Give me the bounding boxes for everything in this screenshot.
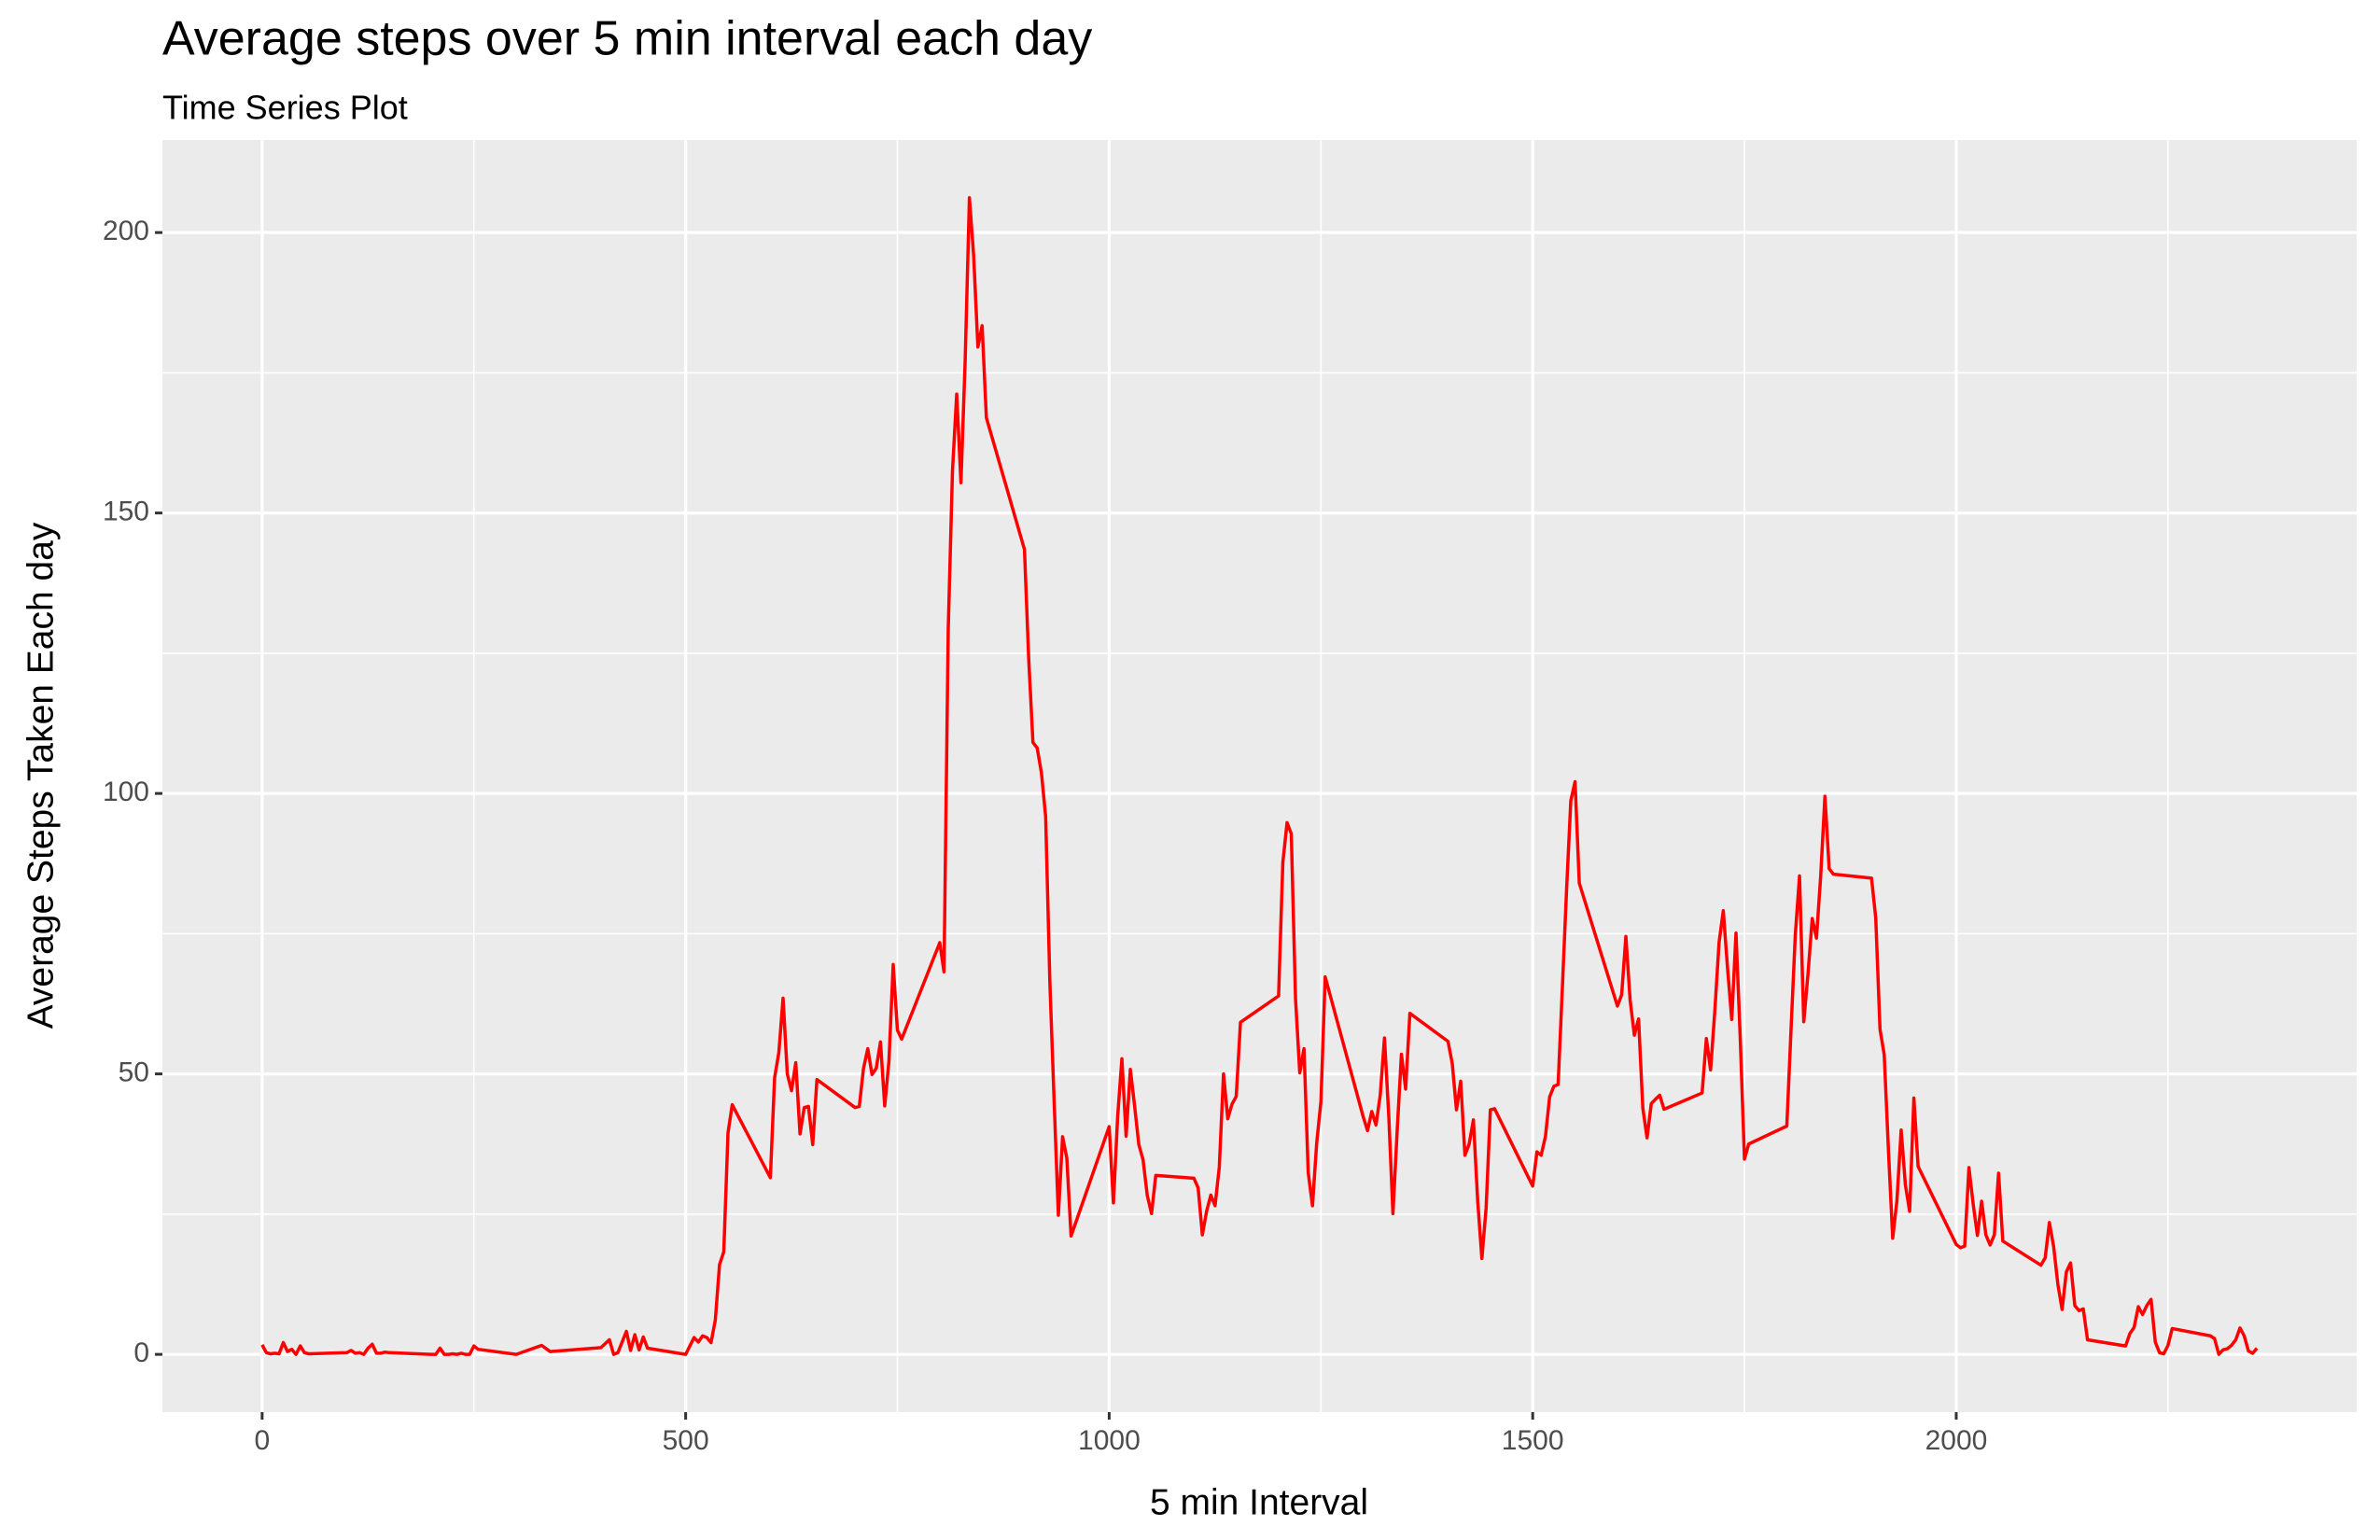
x-tick-label: 2000	[1925, 1425, 1988, 1456]
panel	[162, 140, 2357, 1412]
y-tick-label: 100	[103, 777, 149, 807]
x-tick-label: 500	[663, 1425, 709, 1456]
data-line	[260, 196, 2259, 1356]
chart-title: Average steps over 5 min interval each d…	[162, 12, 1092, 66]
x-axis-title: 5 min Interval	[1150, 1482, 1368, 1522]
y-tick-label: 200	[103, 216, 149, 246]
chart-subtitle: Time Series Plot	[162, 89, 408, 127]
y-tick-label: 50	[119, 1057, 149, 1088]
x-tick-label: 1000	[1078, 1425, 1141, 1456]
y-axis-title: Average Steps Taken Each day	[21, 522, 61, 1029]
x-tick-label: 0	[255, 1425, 271, 1456]
y-tick-label: 150	[103, 497, 149, 527]
x-tick-label: 1500	[1502, 1425, 1564, 1456]
y-tick-label: 0	[133, 1337, 149, 1368]
